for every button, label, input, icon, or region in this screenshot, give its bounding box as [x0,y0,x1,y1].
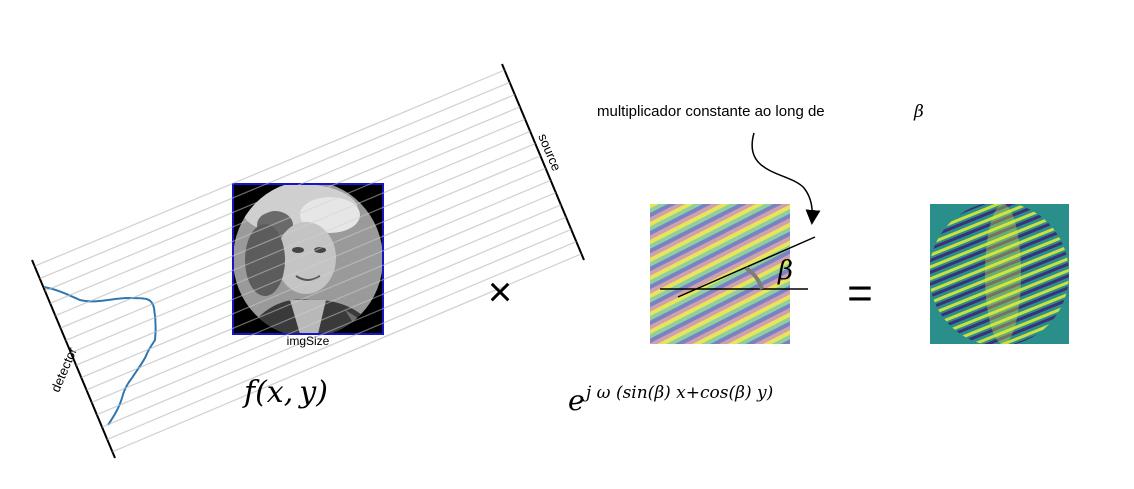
ray-line-overlay [75,167,546,366]
ray-line-overlay [112,253,582,453]
portrait-image [232,183,384,335]
ray-line-overlay [70,155,541,354]
projection-profile [43,286,157,426]
angle-label: β [777,256,793,286]
ray-line-overlay [91,204,562,403]
detector-line [31,259,116,459]
detector-label: detector [48,345,80,395]
ray-line-overlay [86,192,557,391]
annotation-text: multiplicador constante ao long de [597,103,825,120]
filtered-result-image [930,204,1069,344]
exponential-power: j ω (sin(β) x+cos(β) y) [582,383,773,403]
ray-line-overlay [39,81,510,280]
img-size-label: imgSize [287,334,330,348]
ray-line-overlay [106,241,577,440]
annotation-beta: β [913,102,924,122]
times-symbol: × [488,268,513,315]
ray-line-overlay [81,179,551,379]
ray-line-overlay [49,106,521,304]
function-label: f(x, y) [242,375,328,410]
ray-line-overlay [60,130,531,329]
ray-line-overlay [65,143,536,341]
annotation-arrow [751,132,821,225]
exponential-base: e [568,384,585,417]
equals-symbol: = [847,269,873,318]
ray-line-overlay [101,228,572,428]
projection-rays-overlay [34,69,582,453]
ray-line-overlay [34,69,505,267]
ray-line-overlay [96,216,567,416]
source-line [501,63,585,261]
ray-line-overlay [55,118,526,317]
angle-arc [744,266,764,290]
ray-line-overlay [44,94,516,292]
wave-pattern-image [650,204,790,344]
wave-direction-line [677,236,816,298]
